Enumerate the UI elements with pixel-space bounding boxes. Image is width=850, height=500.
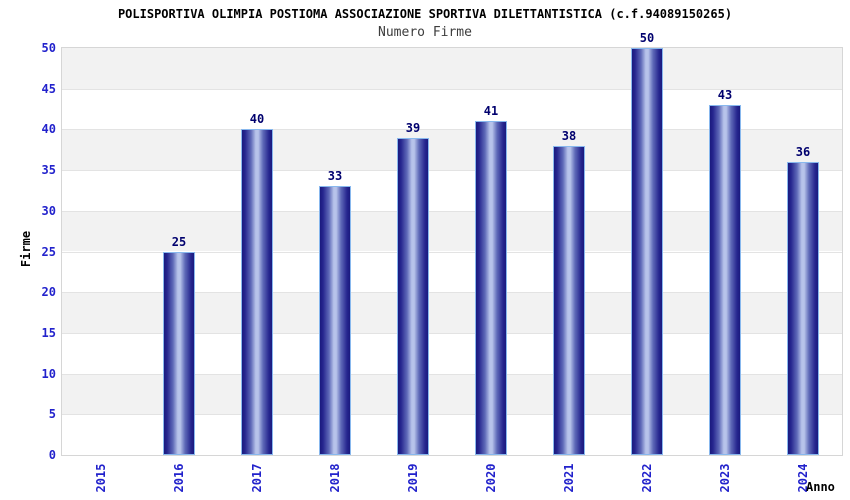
y-tick-label: 35 [41, 163, 56, 178]
bar-value-label: 36 [795, 144, 811, 159]
bar-2020 [475, 121, 507, 455]
x-tick-label: 2016 [172, 463, 186, 493]
bar-2023 [709, 104, 741, 455]
x-tick-label: 2017 [250, 463, 264, 493]
grid-band [62, 48, 842, 89]
y-tick-label: 15 [41, 325, 56, 340]
bar-2019 [397, 137, 429, 455]
bar-2017 [241, 129, 273, 455]
chart-title: POLISPORTIVA OLIMPIA POSTIOMA ASSOCIAZIO… [117, 7, 733, 21]
y-tick-label: 45 [41, 81, 56, 96]
bar-value-label: 33 [327, 169, 343, 184]
y-tick-label: 0 [48, 448, 56, 462]
y-tick-label: 5 [48, 407, 56, 422]
bar-2024 [787, 161, 819, 455]
bar-2016 [163, 251, 195, 455]
bar-value-label: 50 [639, 31, 655, 45]
y-axis-title: Firme [19, 230, 33, 268]
x-tick-label: 2022 [640, 463, 654, 493]
x-tick-label: 2023 [718, 463, 732, 493]
x-tick-label: 2021 [562, 463, 576, 493]
x-tick-label: 2019 [406, 463, 420, 493]
y-tick-label: 20 [41, 285, 56, 300]
y-tick-label: 50 [41, 41, 56, 55]
y-tick-label: 10 [41, 366, 56, 381]
bar-value-label: 41 [483, 104, 499, 119]
x-tick-label: 2020 [484, 463, 498, 493]
chart-subtitle: Numero Firme [378, 25, 472, 40]
y-tick-label: 25 [41, 244, 56, 259]
bar-value-label: 25 [171, 234, 187, 249]
bar-2021 [553, 145, 585, 455]
bar-2022 [631, 48, 663, 455]
plot-area: 25 40 33 39 41 38 50 43 36 [61, 31, 843, 456]
bar-value-label: 43 [717, 87, 733, 102]
x-tick-label: 2018 [328, 463, 342, 493]
bar-2018 [319, 186, 351, 455]
y-tick-label: 40 [41, 122, 56, 137]
bar-value-label: 39 [405, 120, 421, 135]
bar-value-label: 38 [561, 128, 577, 143]
bar-value-label: 40 [249, 112, 265, 127]
x-tick-label: 2015 [94, 463, 108, 493]
y-tick-label: 30 [41, 203, 56, 218]
x-axis-title: Anno [806, 480, 835, 494]
